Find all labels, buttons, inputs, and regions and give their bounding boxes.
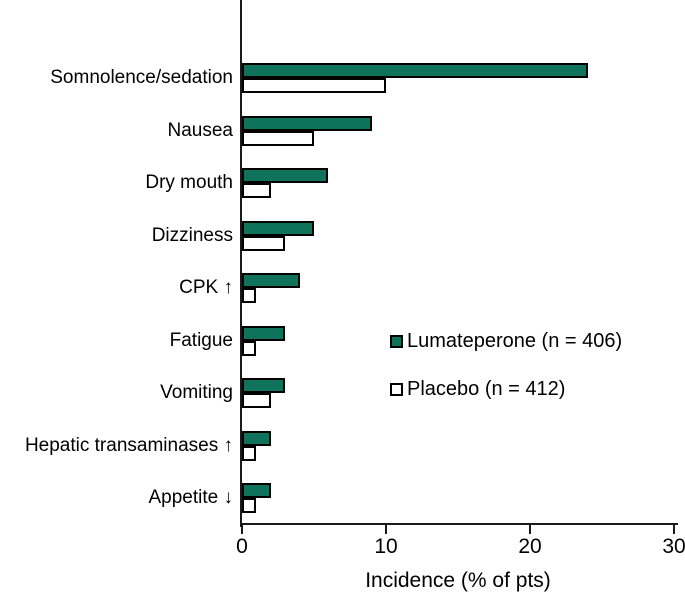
x-tick-mark-30 [673, 525, 675, 534]
category-label-nausea: Nausea [167, 119, 234, 141]
bar-placebo-fatigue [242, 340, 257, 356]
category-label-vomiting: Vomiting [160, 382, 233, 403]
x-axis-title: Incidence (% of pts) [365, 569, 551, 592]
bar-lumateperone-fatigue [242, 325, 286, 341]
category-label-cpk: CPK ↑ [179, 277, 233, 298]
x-tick-mark-10 [385, 525, 387, 534]
bar-lumateperone-vomiting [242, 378, 286, 393]
bar-placebo-dry-mouth [242, 183, 271, 198]
x-axis-line [240, 523, 678, 525]
x-tick-label-10: 10 [374, 535, 398, 558]
bar-lumateperone-dizziness [242, 220, 314, 236]
legend-item-lumateperone: Lumateperone (n = 406) [390, 330, 623, 352]
legend-label-placebo: Placebo (n = 412) [407, 378, 566, 400]
bar-lumateperone-dry-mouth [242, 168, 329, 183]
category-label-dry-mouth: Dry mouth [145, 172, 233, 193]
bar-lumateperone-cpk [242, 273, 300, 288]
bar-lumateperone-somnolence-sedation [242, 63, 588, 78]
plot-area: 0 10 20 30 [236, 0, 685, 558]
lumateperone-swatch-icon [390, 335, 403, 348]
bar-lumateperone-appetite [242, 483, 271, 498]
x-tick-mark-20 [529, 525, 531, 534]
legend-label-lumateperone: Lumateperone (n = 406) [407, 330, 623, 352]
bar-lumateperone-hepatic-transaminases [242, 430, 271, 446]
category-label-dizziness: Dizziness [151, 224, 233, 246]
x-tick-mark-0 [241, 525, 243, 534]
bar-placebo-dizziness [242, 235, 286, 251]
bar-placebo-nausea [242, 130, 314, 146]
x-tick-label-0: 0 [236, 535, 248, 558]
bar-lumateperone-nausea [242, 115, 372, 131]
bar-placebo-vomiting [242, 393, 271, 408]
category-label-appetite: Appetite ↓ [148, 487, 234, 508]
category-label-fatigue: Fatigue [169, 329, 233, 351]
x-tick-label-20: 20 [518, 535, 542, 558]
bar-placebo-somnolence-sedation [242, 78, 386, 93]
placebo-swatch-icon [390, 383, 403, 396]
bar-placebo-hepatic-transaminases [242, 445, 257, 461]
category-label-somnolence-sedation: Somnolence/sedation [50, 67, 233, 88]
legend: Lumateperone (n = 406) Placebo (n = 412) [390, 330, 623, 427]
bar-placebo-appetite [242, 498, 257, 513]
x-tick-label-30: 30 [662, 535, 685, 558]
category-label-hepatic-transaminases: Hepatic transaminases ↑ [24, 434, 233, 456]
y-axis-line [240, 0, 242, 527]
category-labels: Somnolence/sedation Nausea Dry mouth Dizzin… [0, 0, 233, 525]
legend-item-placebo: Placebo (n = 412) [390, 378, 622, 400]
bar-placebo-cpk [242, 288, 257, 303]
